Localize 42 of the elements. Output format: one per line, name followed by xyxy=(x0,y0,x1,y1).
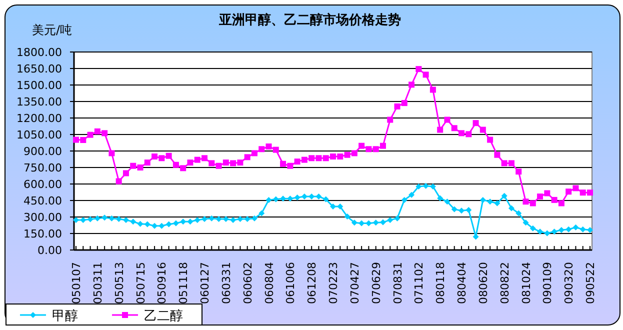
y-tick-label: 150.00 xyxy=(24,228,62,240)
x-tick-label: 081024 xyxy=(520,262,533,304)
legend-label: 乙二醇 xyxy=(144,309,183,324)
y-tick-label: 750.00 xyxy=(24,162,62,174)
y-tick-label: 0.00 xyxy=(38,244,62,257)
x-tick-label: 070629 xyxy=(370,262,383,304)
x-tick-label: 061208 xyxy=(306,262,319,304)
x-tick-label: 060331 xyxy=(220,262,233,304)
y-tick-label: 450.00 xyxy=(24,194,62,208)
y-tick-label: 1200.00 xyxy=(16,112,62,125)
x-tick-label: 050513 xyxy=(112,262,126,304)
x-tick-label: 070427 xyxy=(348,262,362,304)
x-tick-label: 050916 xyxy=(156,262,169,304)
y-tick-label: 1500.00 xyxy=(16,79,62,92)
legend-label: 甲醇 xyxy=(52,309,78,324)
x-tick-label: 071102 xyxy=(412,262,426,304)
x-tick-label: 080404 xyxy=(456,262,468,304)
y-axis-title: 美元/吨 xyxy=(32,23,72,37)
y-tick-label: 300.00 xyxy=(24,211,62,224)
x-tick-label: 080822 xyxy=(498,262,512,304)
y-tick-label: 1650.00 xyxy=(16,62,62,76)
x-tick-label: 080118 xyxy=(434,262,448,304)
y-tick-label: 1050.00 xyxy=(16,128,62,142)
y-tick-label: 1800.00 xyxy=(16,46,62,59)
x-tick-label: 060127 xyxy=(198,262,212,304)
x-tick-label: 090109 xyxy=(541,262,554,304)
x-tick-label: 080620 xyxy=(476,262,490,304)
y-tick-label: 600.00 xyxy=(24,178,62,191)
x-tick-label: 061006 xyxy=(284,262,298,304)
x-tick-label: 050107 xyxy=(70,262,83,304)
x-tick-label: 090320 xyxy=(562,262,576,304)
x-tick-label: 060602 xyxy=(241,262,254,304)
x-tick-label: 070831 xyxy=(391,262,404,304)
x-tick-label: 051118 xyxy=(177,262,190,304)
y-tick-label: 900.00 xyxy=(24,145,62,158)
x-tick-label: 050311 xyxy=(91,262,104,304)
x-tick-label: 070223 xyxy=(327,262,340,304)
x-tick-label: 090522 xyxy=(584,262,597,304)
y-tick-label: 1350.00 xyxy=(16,96,62,108)
chart-title: 亚洲甲醇、乙二醇市场价格走势 xyxy=(218,12,401,28)
x-tick-label: 050715 xyxy=(134,262,148,304)
x-tick-label: 060804 xyxy=(262,262,276,304)
